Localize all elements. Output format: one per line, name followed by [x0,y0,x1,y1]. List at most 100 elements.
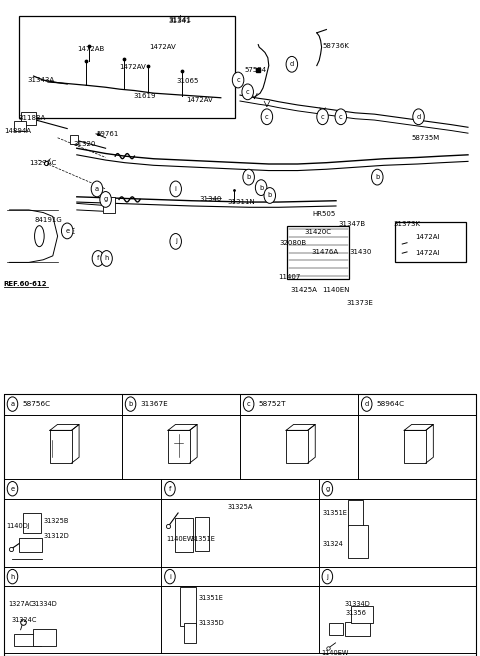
Text: 31343A: 31343A [28,77,55,83]
Text: 1472AB: 1472AB [77,45,104,52]
Bar [345,622,370,636]
Text: 1140EW: 1140EW [321,649,348,656]
Text: 31619: 31619 [133,93,156,100]
Text: a: a [11,401,14,407]
Bar [351,606,372,623]
Circle shape [361,397,372,411]
Text: 31341: 31341 [168,17,192,24]
Circle shape [232,72,244,88]
Text: 11407: 11407 [278,274,301,280]
Text: j: j [175,238,177,245]
Text: 31367E: 31367E [140,401,168,407]
Bar [4,394,476,656]
Text: 58735M: 58735M [412,134,440,141]
Text: g: g [325,485,329,492]
Text: h: h [11,573,14,580]
Text: 31340: 31340 [199,195,222,202]
Text: 1472AV: 1472AV [149,44,176,51]
Bar [168,430,190,463]
Text: 59761: 59761 [96,131,119,138]
Bar [50,430,72,463]
Text: 1140DJ: 1140DJ [6,523,30,529]
Text: e: e [65,228,69,234]
Bar [19,538,42,552]
Text: 31312D: 31312D [43,533,69,539]
Circle shape [165,482,175,496]
Text: d: d [365,401,369,407]
Bar [348,500,363,526]
Text: 31188A: 31188A [18,115,46,121]
Circle shape [92,251,104,266]
Bar [287,226,349,279]
Bar [19,16,235,118]
Circle shape [91,181,103,197]
Bar [23,513,41,533]
Text: 84191G: 84191G [35,217,62,224]
Text: b: b [375,174,379,180]
Circle shape [255,180,267,195]
Circle shape [261,109,273,125]
Circle shape [165,569,175,584]
Bar [70,135,78,144]
Bar [14,634,41,646]
Text: j: j [326,573,328,580]
Bar [184,623,196,643]
Text: 57584: 57584 [245,67,267,73]
Text: 32080B: 32080B [279,239,307,246]
Bar [21,112,36,125]
Text: 31351E: 31351E [190,536,215,543]
Text: HR505: HR505 [312,211,335,217]
Text: 1327AC: 1327AC [9,600,35,607]
Text: a: a [95,186,99,192]
Bar [14,121,26,131]
Text: 1140EW: 1140EW [166,536,193,543]
Text: 31325B: 31325B [43,518,69,524]
Text: 31373E: 31373E [347,300,373,306]
Text: c: c [321,113,324,120]
Circle shape [372,169,383,185]
Circle shape [264,188,276,203]
Text: 31324: 31324 [323,541,343,548]
Circle shape [125,397,136,411]
Circle shape [317,109,328,125]
Bar [195,517,209,551]
Bar [329,623,343,635]
Bar [348,525,368,558]
Circle shape [100,192,111,207]
Circle shape [243,397,254,411]
Text: 31324C: 31324C [12,617,37,623]
Circle shape [335,109,347,125]
Text: i: i [169,573,171,580]
Circle shape [243,169,254,185]
Bar [180,587,196,626]
Text: 1140EN: 1140EN [323,287,350,293]
Text: h: h [105,255,108,262]
Ellipse shape [35,226,44,247]
Bar [103,197,115,213]
Text: 31335D: 31335D [199,620,225,626]
Circle shape [170,181,181,197]
Text: b: b [129,401,132,407]
Text: i: i [175,186,177,192]
Circle shape [7,569,18,584]
Text: 31334D: 31334D [32,600,58,607]
Circle shape [7,482,18,496]
Text: 58756C: 58756C [22,401,50,407]
Bar [33,629,56,646]
Text: 31311N: 31311N [228,199,255,205]
Text: 31347B: 31347B [339,220,366,227]
Circle shape [61,223,73,239]
Circle shape [170,234,181,249]
Text: f: f [97,255,99,262]
Circle shape [322,482,333,496]
Text: 58752T: 58752T [258,401,286,407]
Text: 1472AV: 1472AV [186,96,213,103]
Text: 31065: 31065 [177,78,199,85]
Text: 31341: 31341 [169,18,191,24]
Text: e: e [11,485,14,492]
Text: REF.60-612: REF.60-612 [4,281,48,287]
Text: 31425A: 31425A [291,287,318,293]
Text: d: d [290,61,294,68]
Bar [286,430,308,463]
Text: 31430: 31430 [349,249,372,255]
